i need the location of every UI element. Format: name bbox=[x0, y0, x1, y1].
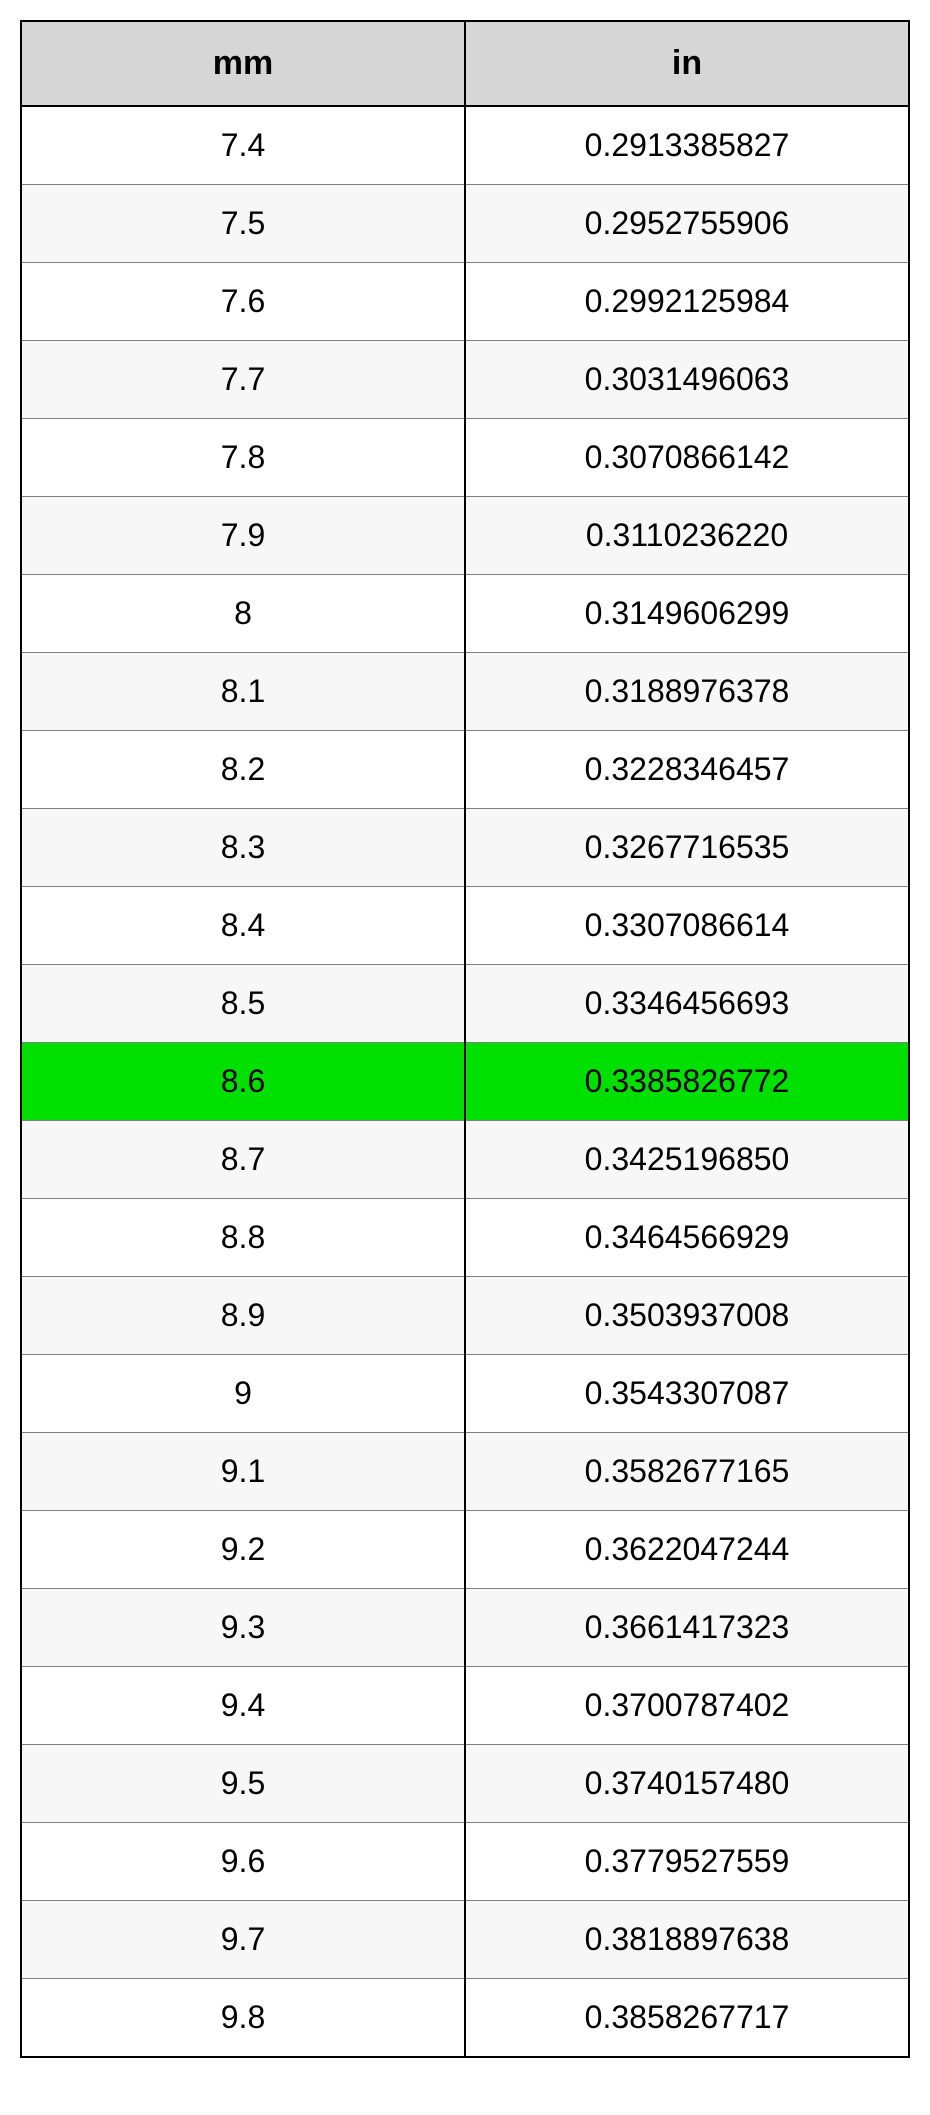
cell-mm: 8.5 bbox=[21, 965, 465, 1043]
cell-in: 0.3543307087 bbox=[465, 1355, 909, 1433]
cell-mm: 9.4 bbox=[21, 1667, 465, 1745]
table-row: 8.40.3307086614 bbox=[21, 887, 909, 965]
cell-mm: 7.4 bbox=[21, 106, 465, 185]
cell-mm: 7.7 bbox=[21, 341, 465, 419]
cell-in: 0.3425196850 bbox=[465, 1121, 909, 1199]
cell-in: 0.3464566929 bbox=[465, 1199, 909, 1277]
table-row: 7.40.2913385827 bbox=[21, 106, 909, 185]
cell-mm: 7.9 bbox=[21, 497, 465, 575]
cell-in: 0.3031496063 bbox=[465, 341, 909, 419]
table-row: 7.50.2952755906 bbox=[21, 185, 909, 263]
conversion-table: mm in 7.40.29133858277.50.29527559067.60… bbox=[20, 20, 910, 2058]
table-row: 8.30.3267716535 bbox=[21, 809, 909, 887]
table-body: 7.40.29133858277.50.29527559067.60.29921… bbox=[21, 106, 909, 2057]
cell-mm: 9 bbox=[21, 1355, 465, 1433]
table-row: 9.30.3661417323 bbox=[21, 1589, 909, 1667]
cell-in: 0.3346456693 bbox=[465, 965, 909, 1043]
cell-mm: 9.2 bbox=[21, 1511, 465, 1589]
table-row: 8.50.3346456693 bbox=[21, 965, 909, 1043]
table-row: 8.90.3503937008 bbox=[21, 1277, 909, 1355]
cell-mm: 9.8 bbox=[21, 1979, 465, 2058]
cell-mm: 7.5 bbox=[21, 185, 465, 263]
table-row: 8.10.3188976378 bbox=[21, 653, 909, 731]
table-row: 9.70.3818897638 bbox=[21, 1901, 909, 1979]
cell-mm: 8.1 bbox=[21, 653, 465, 731]
table-row: 7.80.3070866142 bbox=[21, 419, 909, 497]
cell-in: 0.3307086614 bbox=[465, 887, 909, 965]
col-header-in: in bbox=[465, 21, 909, 106]
table-row: 90.3543307087 bbox=[21, 1355, 909, 1433]
table-row: 8.60.3385826772 bbox=[21, 1043, 909, 1121]
table-row: 9.10.3582677165 bbox=[21, 1433, 909, 1511]
cell-in: 0.3582677165 bbox=[465, 1433, 909, 1511]
table-row: 7.90.3110236220 bbox=[21, 497, 909, 575]
cell-in: 0.3188976378 bbox=[465, 653, 909, 731]
cell-mm: 8.8 bbox=[21, 1199, 465, 1277]
table-row: 9.80.3858267717 bbox=[21, 1979, 909, 2058]
cell-in: 0.3740157480 bbox=[465, 1745, 909, 1823]
cell-in: 0.3503937008 bbox=[465, 1277, 909, 1355]
cell-mm: 8.7 bbox=[21, 1121, 465, 1199]
cell-mm: 8.6 bbox=[21, 1043, 465, 1121]
table-header: mm in bbox=[21, 21, 909, 106]
cell-in: 0.2992125984 bbox=[465, 263, 909, 341]
table-row: 9.50.3740157480 bbox=[21, 1745, 909, 1823]
cell-in: 0.3267716535 bbox=[465, 809, 909, 887]
cell-mm: 8.3 bbox=[21, 809, 465, 887]
cell-in: 0.3779527559 bbox=[465, 1823, 909, 1901]
cell-mm: 8.4 bbox=[21, 887, 465, 965]
table-row: 9.60.3779527559 bbox=[21, 1823, 909, 1901]
table-row: 7.60.2992125984 bbox=[21, 263, 909, 341]
table-row: 8.70.3425196850 bbox=[21, 1121, 909, 1199]
cell-in: 0.3385826772 bbox=[465, 1043, 909, 1121]
cell-mm: 9.1 bbox=[21, 1433, 465, 1511]
cell-mm: 8.2 bbox=[21, 731, 465, 809]
table-row: 9.20.3622047244 bbox=[21, 1511, 909, 1589]
table-row: 8.20.3228346457 bbox=[21, 731, 909, 809]
cell-mm: 9.5 bbox=[21, 1745, 465, 1823]
cell-mm: 9.3 bbox=[21, 1589, 465, 1667]
cell-in: 0.3149606299 bbox=[465, 575, 909, 653]
table-row: 7.70.3031496063 bbox=[21, 341, 909, 419]
cell-mm: 8 bbox=[21, 575, 465, 653]
cell-in: 0.3110236220 bbox=[465, 497, 909, 575]
cell-in: 0.3661417323 bbox=[465, 1589, 909, 1667]
cell-in: 0.2913385827 bbox=[465, 106, 909, 185]
table-row: 9.40.3700787402 bbox=[21, 1667, 909, 1745]
cell-in: 0.3700787402 bbox=[465, 1667, 909, 1745]
cell-in: 0.3070866142 bbox=[465, 419, 909, 497]
cell-mm: 9.7 bbox=[21, 1901, 465, 1979]
cell-in: 0.3622047244 bbox=[465, 1511, 909, 1589]
cell-mm: 7.6 bbox=[21, 263, 465, 341]
cell-mm: 7.8 bbox=[21, 419, 465, 497]
cell-mm: 9.6 bbox=[21, 1823, 465, 1901]
cell-in: 0.3858267717 bbox=[465, 1979, 909, 2058]
cell-in: 0.2952755906 bbox=[465, 185, 909, 263]
cell-in: 0.3818897638 bbox=[465, 1901, 909, 1979]
table-row: 8.80.3464566929 bbox=[21, 1199, 909, 1277]
cell-mm: 8.9 bbox=[21, 1277, 465, 1355]
col-header-mm: mm bbox=[21, 21, 465, 106]
cell-in: 0.3228346457 bbox=[465, 731, 909, 809]
table-row: 80.3149606299 bbox=[21, 575, 909, 653]
